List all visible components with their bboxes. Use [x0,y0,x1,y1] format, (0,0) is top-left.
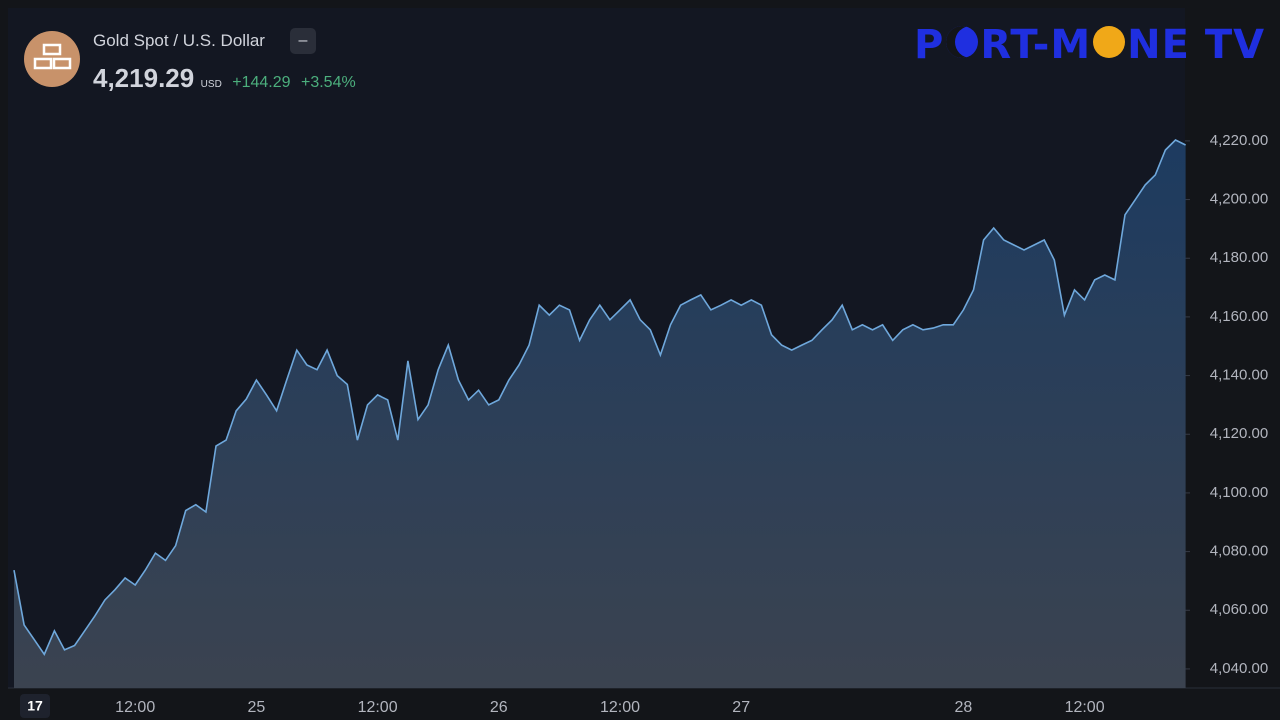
header: Gold Spot / U.S. Dollar – 4,219.29 USD +… [0,0,1280,100]
y-tick-label: 4,100.00 [1210,484,1268,501]
svg-text:17: 17 [27,698,43,714]
currency: USD [200,79,222,90]
price: 4,219.29 [93,63,195,93]
collapse-button[interactable]: – [290,28,316,54]
x-tick-label: 12:00 [115,699,155,716]
price-line [13,139,1186,656]
y-tick-label: 4,040.00 [1210,660,1268,677]
x-tick-label: 12:00 [358,699,398,716]
change-percent: +3.54% [300,74,356,91]
brand-text: NE TV [1127,22,1266,68]
x-tick-label: 12:00 [600,699,640,716]
x-tick-label: 26 [490,699,508,716]
y-tick-label: 4,080.00 [1210,543,1268,560]
x-tick-label: 28 [955,699,973,716]
price-row: 4,219.29 USD +144.29 +3.54% [93,63,356,94]
y-tick-label: 4,060.00 [1210,601,1268,618]
sun-icon [1093,26,1126,58]
gold-icon [24,31,80,87]
symbol-title: Gold Spot / U.S. Dollar [93,31,265,50]
y-tick-label: 4,180.00 [1210,249,1268,266]
y-tick-label: 4,220.00 [1210,132,1268,149]
y-tick-label: 4,140.00 [1210,367,1268,384]
brand-logo: P RT-M NE TV [914,22,1265,68]
area-fill [14,140,1186,688]
y-tick-label: 4,160.00 [1210,308,1268,325]
x-tick-label: 25 [248,699,266,716]
tv-logo: 17 [20,694,50,718]
brand-text: P [914,22,945,68]
plot: 4,040.00 4,060.00 4,080.00 4,100.00 4,120.00… [13,132,1268,716]
brand-text: RT-M [980,22,1092,68]
change: +144.29 [232,74,291,91]
y-tick-label: 4,120.00 [1210,425,1268,442]
x-tick-label: 12:00 [1065,699,1105,716]
y-tick-label: 4,200.00 [1210,191,1268,208]
moon-icon [946,26,979,58]
x-tick-label: 27 [732,699,750,716]
